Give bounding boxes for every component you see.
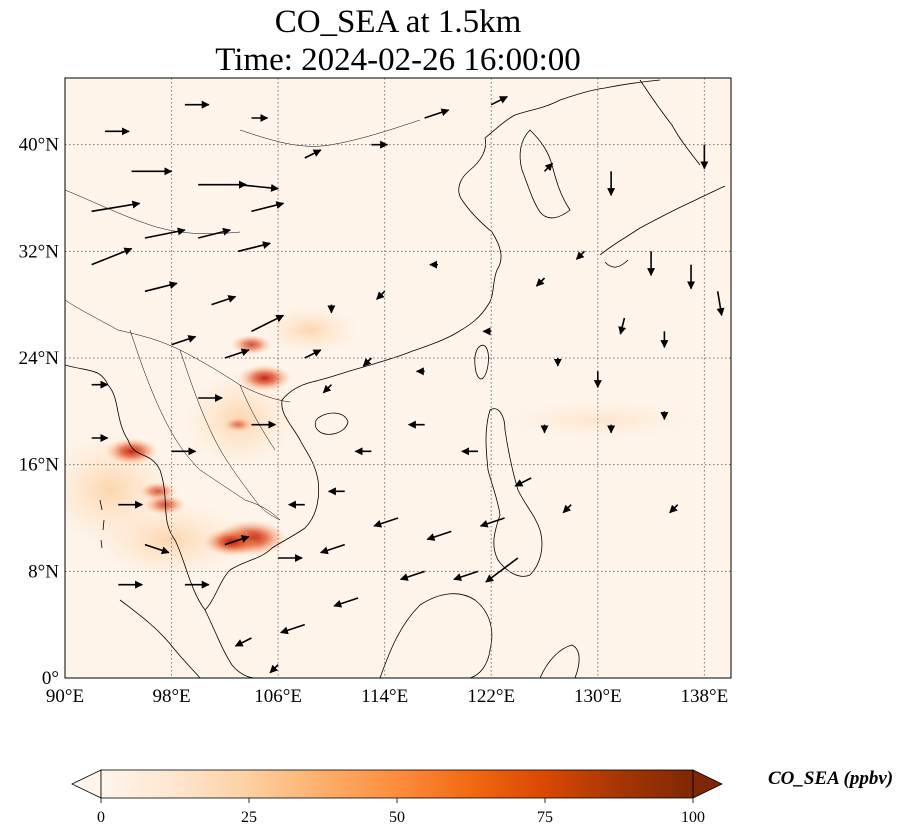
coastline-borneo: [379, 593, 493, 678]
wind-arrow: [424, 108, 450, 119]
co-hotspot: [230, 334, 273, 356]
wind-arrow: [211, 295, 237, 306]
wind-arrow: [362, 357, 372, 367]
map-frame: [64, 77, 732, 679]
wind-arrow: [716, 291, 725, 317]
lon-tick-label: 138°E: [681, 686, 729, 707]
wind-arrow: [224, 535, 250, 546]
wind-arrow: [490, 95, 508, 106]
wind-arrow: [91, 247, 133, 266]
wind-arrow: [224, 348, 250, 359]
lat-tick-label: 8°N: [28, 561, 59, 582]
wind-arrow: [669, 504, 679, 514]
wind-arrow: [322, 384, 332, 394]
coastline-sulawesi: [539, 644, 580, 678]
colorbar-max-extend: [692, 769, 723, 799]
wind-arrow: [543, 162, 554, 172]
colorbar-body: [100, 769, 694, 799]
wind-arrow: [144, 281, 178, 293]
coastlines: [65, 79, 726, 678]
lon-tick-label: 98°E: [152, 686, 190, 707]
wind-arrow: [399, 570, 425, 581]
wind-arrow: [319, 543, 345, 555]
coastline-korea: [519, 129, 571, 219]
co-hotspot: [223, 417, 253, 432]
wind-arrow: [144, 543, 170, 555]
coastline-philippines: [485, 408, 543, 577]
wind-arrow: [485, 557, 519, 583]
wind-arrow: [535, 277, 546, 287]
wind-arrow: [198, 227, 231, 239]
wind-arrow: [618, 317, 627, 335]
longitude-tick-labels: 90°E 98°E 106°E 114°E 122°E 130°E 138°E: [46, 686, 728, 707]
wind-arrow: [144, 227, 186, 239]
lat-tick-label: 24°N: [19, 348, 60, 369]
co-hotspot: [144, 494, 186, 516]
colorbar: 0 25 50 75 100: [71, 769, 723, 826]
wind-arrow: [304, 349, 322, 359]
wind-arrow: [562, 504, 572, 514]
co-hotspot-layer: [104, 334, 292, 557]
coastline-sumatra: [119, 599, 201, 678]
wind-arrow: [426, 530, 452, 541]
wind-arrow: [304, 149, 322, 159]
co-hotspot: [104, 437, 159, 465]
wind-arrow: [333, 597, 359, 608]
colorbar-tick-label: 100: [681, 809, 705, 826]
colorbar-tick-label: 25: [241, 809, 257, 826]
wind-arrow: [376, 290, 386, 300]
lat-tick-label: 0°: [42, 668, 59, 689]
colorbar-tick-label: 75: [537, 809, 553, 826]
coastline-taiwan: [474, 344, 489, 380]
lon-tick-label: 130°E: [574, 686, 622, 707]
wind-arrow: [280, 623, 306, 635]
wind-arrow: [269, 664, 279, 674]
coastline-japan: [599, 79, 726, 268]
border-lines: [65, 119, 421, 521]
wind-arrow: [251, 201, 285, 213]
coastline-mainland: [65, 79, 661, 678]
lat-tick-label: 40°N: [19, 135, 60, 156]
wind-arrow: [171, 335, 197, 346]
wind-arrow: [453, 570, 479, 581]
lon-tick-label: 122°E: [467, 686, 515, 707]
wind-arrow: [234, 637, 252, 647]
co-hotspot: [237, 364, 292, 392]
wind-arrow: [479, 517, 505, 528]
colorbar-ticks: 0 25 50 75 100: [97, 798, 705, 826]
wind-arrow: [373, 517, 399, 528]
colorbar-tick-label: 0: [97, 809, 105, 826]
colorbar-min-extend: [71, 769, 102, 799]
lon-tick-label: 114°E: [361, 686, 408, 707]
wind-arrow: [91, 200, 141, 213]
wind-arrow: [237, 241, 271, 253]
map-background: [65, 78, 731, 678]
country-borders: [65, 119, 421, 521]
coastline-andaman: [99, 499, 105, 549]
coastline-hainan: [314, 412, 349, 435]
colorbar-tick-label: 50: [389, 809, 405, 826]
wind-arrow: [575, 250, 586, 260]
wind-arrow: [514, 477, 532, 487]
lat-tick-label: 32°N: [19, 241, 60, 262]
lat-tick-label: 16°N: [19, 455, 60, 476]
colorbar-label: CO_SEA (ppbv): [768, 768, 894, 789]
wind-arrow: [251, 314, 285, 333]
wind-vectors: [91, 95, 725, 674]
latitude-tick-labels: 0° 8°N 16°N 24°N 32°N 40°N: [19, 135, 60, 689]
chart-subtitle-time: Time: 2024-02-26 16:00:00: [215, 42, 581, 78]
lon-tick-label: 90°E: [46, 686, 84, 707]
wind-arrow: [238, 183, 279, 192]
lon-tick-label: 106°E: [254, 686, 302, 707]
chart-title: CO_SEA at 1.5km: [274, 4, 522, 40]
